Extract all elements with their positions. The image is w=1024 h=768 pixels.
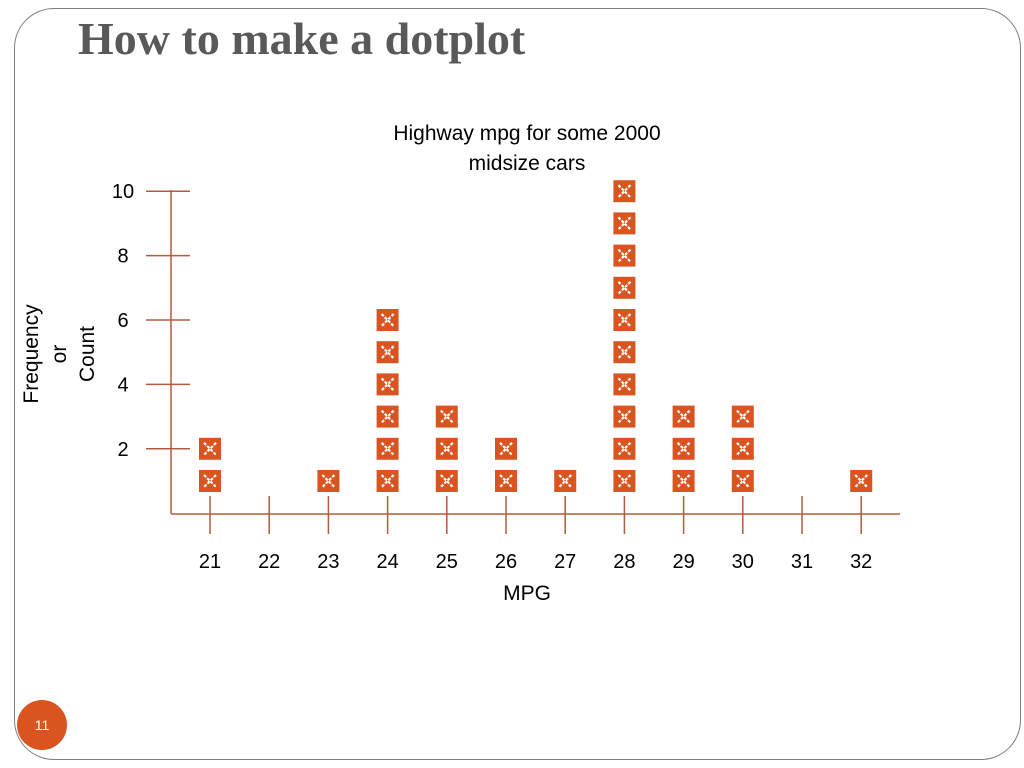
x-marker	[199, 470, 221, 492]
dot-marks	[199, 180, 873, 492]
y-axis-ticks: 2 4 6 8 10	[112, 181, 190, 461]
chart-title-line: Highway mpg for some 2000	[393, 122, 660, 145]
x-tick-label: 22	[258, 551, 280, 573]
x-marker	[376, 309, 399, 331]
x-marker	[495, 437, 517, 460]
x-tick-label: 25	[436, 551, 458, 573]
y-axis-label-line: Count	[76, 326, 99, 382]
x-marker	[613, 309, 636, 331]
x-marker	[554, 470, 577, 492]
axes	[170, 190, 900, 515]
x-tick-label: 28	[613, 551, 635, 573]
x-marker	[613, 437, 636, 460]
x-marker	[613, 405, 636, 428]
x-marker	[613, 373, 636, 396]
x-marker	[672, 470, 695, 492]
x-marker	[850, 470, 873, 492]
x-tick-label: 29	[672, 551, 694, 573]
x-marker	[613, 341, 636, 364]
x-marker	[495, 470, 517, 492]
x-marker	[376, 405, 399, 428]
chart-title-line: midsize cars	[469, 152, 586, 175]
x-tick-label: 27	[554, 551, 576, 573]
x-tick-label: 26	[495, 551, 517, 573]
chart-title: Highway mpg for some 2000 midsize cars	[393, 122, 660, 175]
y-tick-label: 4	[117, 374, 128, 396]
y-axis-label-line: or	[48, 345, 71, 364]
x-tick-label: 24	[376, 551, 398, 573]
x-marker	[435, 405, 458, 428]
y-axis-label: Frequency or Count	[20, 304, 99, 404]
x-axis-label: MPG	[503, 582, 551, 605]
x-marker	[376, 341, 399, 364]
x-axis-ticks: 21 22 23 24 25 26 27 28 29 30 31 32	[199, 496, 872, 573]
slide-title: How to make a dotplot	[78, 13, 526, 64]
y-tick-label: 2	[117, 439, 128, 461]
x-tick-label: 31	[791, 551, 813, 573]
x-tick-label: 21	[199, 551, 221, 573]
y-tick-label: 8	[117, 246, 128, 268]
x-marker	[376, 373, 399, 396]
x-marker	[672, 437, 695, 460]
x-marker	[317, 470, 340, 492]
x-marker	[613, 470, 636, 492]
y-tick-label: 6	[117, 310, 128, 332]
x-marker	[435, 470, 458, 492]
y-tick-label: 10	[112, 181, 134, 203]
x-marker	[613, 244, 636, 267]
x-marker	[731, 470, 754, 492]
x-marker	[376, 470, 399, 492]
x-marker	[376, 437, 399, 460]
x-tick-label: 32	[850, 551, 872, 573]
x-tick-label: 30	[732, 551, 754, 573]
x-marker	[731, 405, 754, 428]
x-marker	[435, 437, 458, 460]
x-marker	[613, 212, 636, 235]
slide-frame	[14, 8, 1021, 760]
x-marker	[199, 437, 221, 460]
x-marker	[672, 405, 695, 428]
page-number-badge: 11	[17, 700, 67, 750]
x-marker	[731, 437, 754, 460]
x-marker	[613, 276, 636, 299]
x-tick-label: 23	[317, 551, 339, 573]
x-marker	[613, 180, 636, 203]
y-axis-label-line: Frequency	[20, 304, 43, 404]
